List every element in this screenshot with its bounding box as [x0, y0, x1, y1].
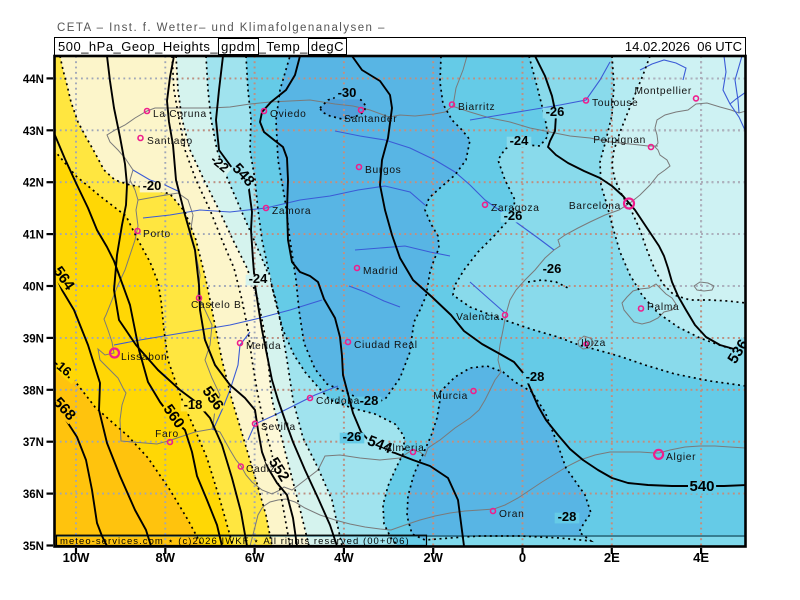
svg-text:-24: -24	[249, 271, 269, 286]
svg-text:Barcelona: Barcelona	[569, 201, 621, 212]
svg-text:Cadiz: Cadiz	[246, 464, 276, 475]
svg-text:La Coruna: La Coruna	[153, 109, 207, 120]
svg-text:Perpignan: Perpignan	[593, 135, 646, 146]
svg-text:Zaragoza: Zaragoza	[491, 203, 540, 214]
svg-text:8W: 8W	[156, 550, 176, 565]
svg-text:540: 540	[689, 478, 714, 495]
svg-text:2E: 2E	[604, 550, 620, 565]
svg-text:Ibiza: Ibiza	[581, 338, 606, 349]
svg-text:Montpellier: Montpellier	[634, 86, 692, 97]
svg-text:0: 0	[519, 550, 526, 565]
svg-text:Burgos: Burgos	[365, 165, 401, 176]
svg-text:-26: -26	[543, 261, 562, 276]
svg-text:-24: -24	[510, 133, 530, 148]
svg-text:-28: -28	[526, 369, 545, 384]
svg-text:Zamora: Zamora	[272, 206, 311, 217]
svg-text:-28: -28	[558, 509, 577, 524]
svg-text:-26: -26	[504, 208, 523, 223]
svg-text:-26: -26	[546, 104, 565, 119]
svg-text:Cordoba: Cordoba	[316, 396, 360, 407]
svg-text:Faro: Faro	[155, 429, 179, 440]
svg-text:Valencia: Valencia	[456, 312, 500, 323]
svg-text:Algier: Algier	[666, 452, 696, 463]
svg-text:4E: 4E	[693, 550, 709, 565]
svg-text:39N: 39N	[23, 333, 44, 345]
svg-text:-30: -30	[338, 85, 357, 100]
svg-text:Merida: Merida	[246, 341, 281, 352]
svg-text:Oran: Oran	[499, 509, 524, 520]
svg-text:Lissabon: Lissabon	[121, 352, 167, 363]
svg-text:37N: 37N	[23, 437, 44, 449]
svg-text:4W: 4W	[334, 550, 354, 565]
svg-text:40N: 40N	[23, 282, 44, 294]
svg-text:Porto: Porto	[143, 229, 171, 240]
svg-text:Oviedo: Oviedo	[270, 109, 306, 120]
svg-text:meteo-services.com ⋆ (c)2026 I: meteo-services.com ⋆ (c)2026 IWKF ⋆ All …	[60, 536, 410, 547]
svg-text:36N: 36N	[23, 489, 44, 501]
svg-text:Sevilla: Sevilla	[261, 422, 296, 433]
svg-text:-26: -26	[343, 429, 362, 444]
svg-text:-20: -20	[143, 178, 162, 193]
svg-text:42N: 42N	[23, 178, 44, 190]
svg-text:Almeria: Almeria	[385, 443, 424, 454]
svg-text:2W: 2W	[423, 550, 443, 565]
svg-text:44N: 44N	[23, 74, 44, 86]
svg-text:Santander: Santander	[344, 114, 397, 125]
svg-text:Santiago: Santiago	[147, 136, 193, 147]
svg-text:Murcia: Murcia	[433, 391, 468, 402]
svg-text:10W: 10W	[63, 550, 90, 565]
svg-text:43N: 43N	[23, 126, 44, 138]
svg-text:Ciudad Real: Ciudad Real	[354, 340, 418, 351]
svg-text:Madrid: Madrid	[363, 266, 398, 277]
svg-text:41N: 41N	[23, 230, 44, 242]
svg-text:35N: 35N	[23, 541, 44, 553]
svg-text:6W: 6W	[245, 550, 265, 565]
svg-text:Palma: Palma	[647, 302, 679, 313]
svg-text:-18: -18	[184, 397, 203, 412]
svg-text:38N: 38N	[23, 385, 44, 397]
svg-text:Castelo B.: Castelo B.	[191, 300, 245, 311]
svg-text:-28: -28	[360, 393, 379, 408]
svg-text:Biarritz: Biarritz	[458, 102, 495, 113]
svg-text:Toulouse: Toulouse	[592, 98, 638, 109]
